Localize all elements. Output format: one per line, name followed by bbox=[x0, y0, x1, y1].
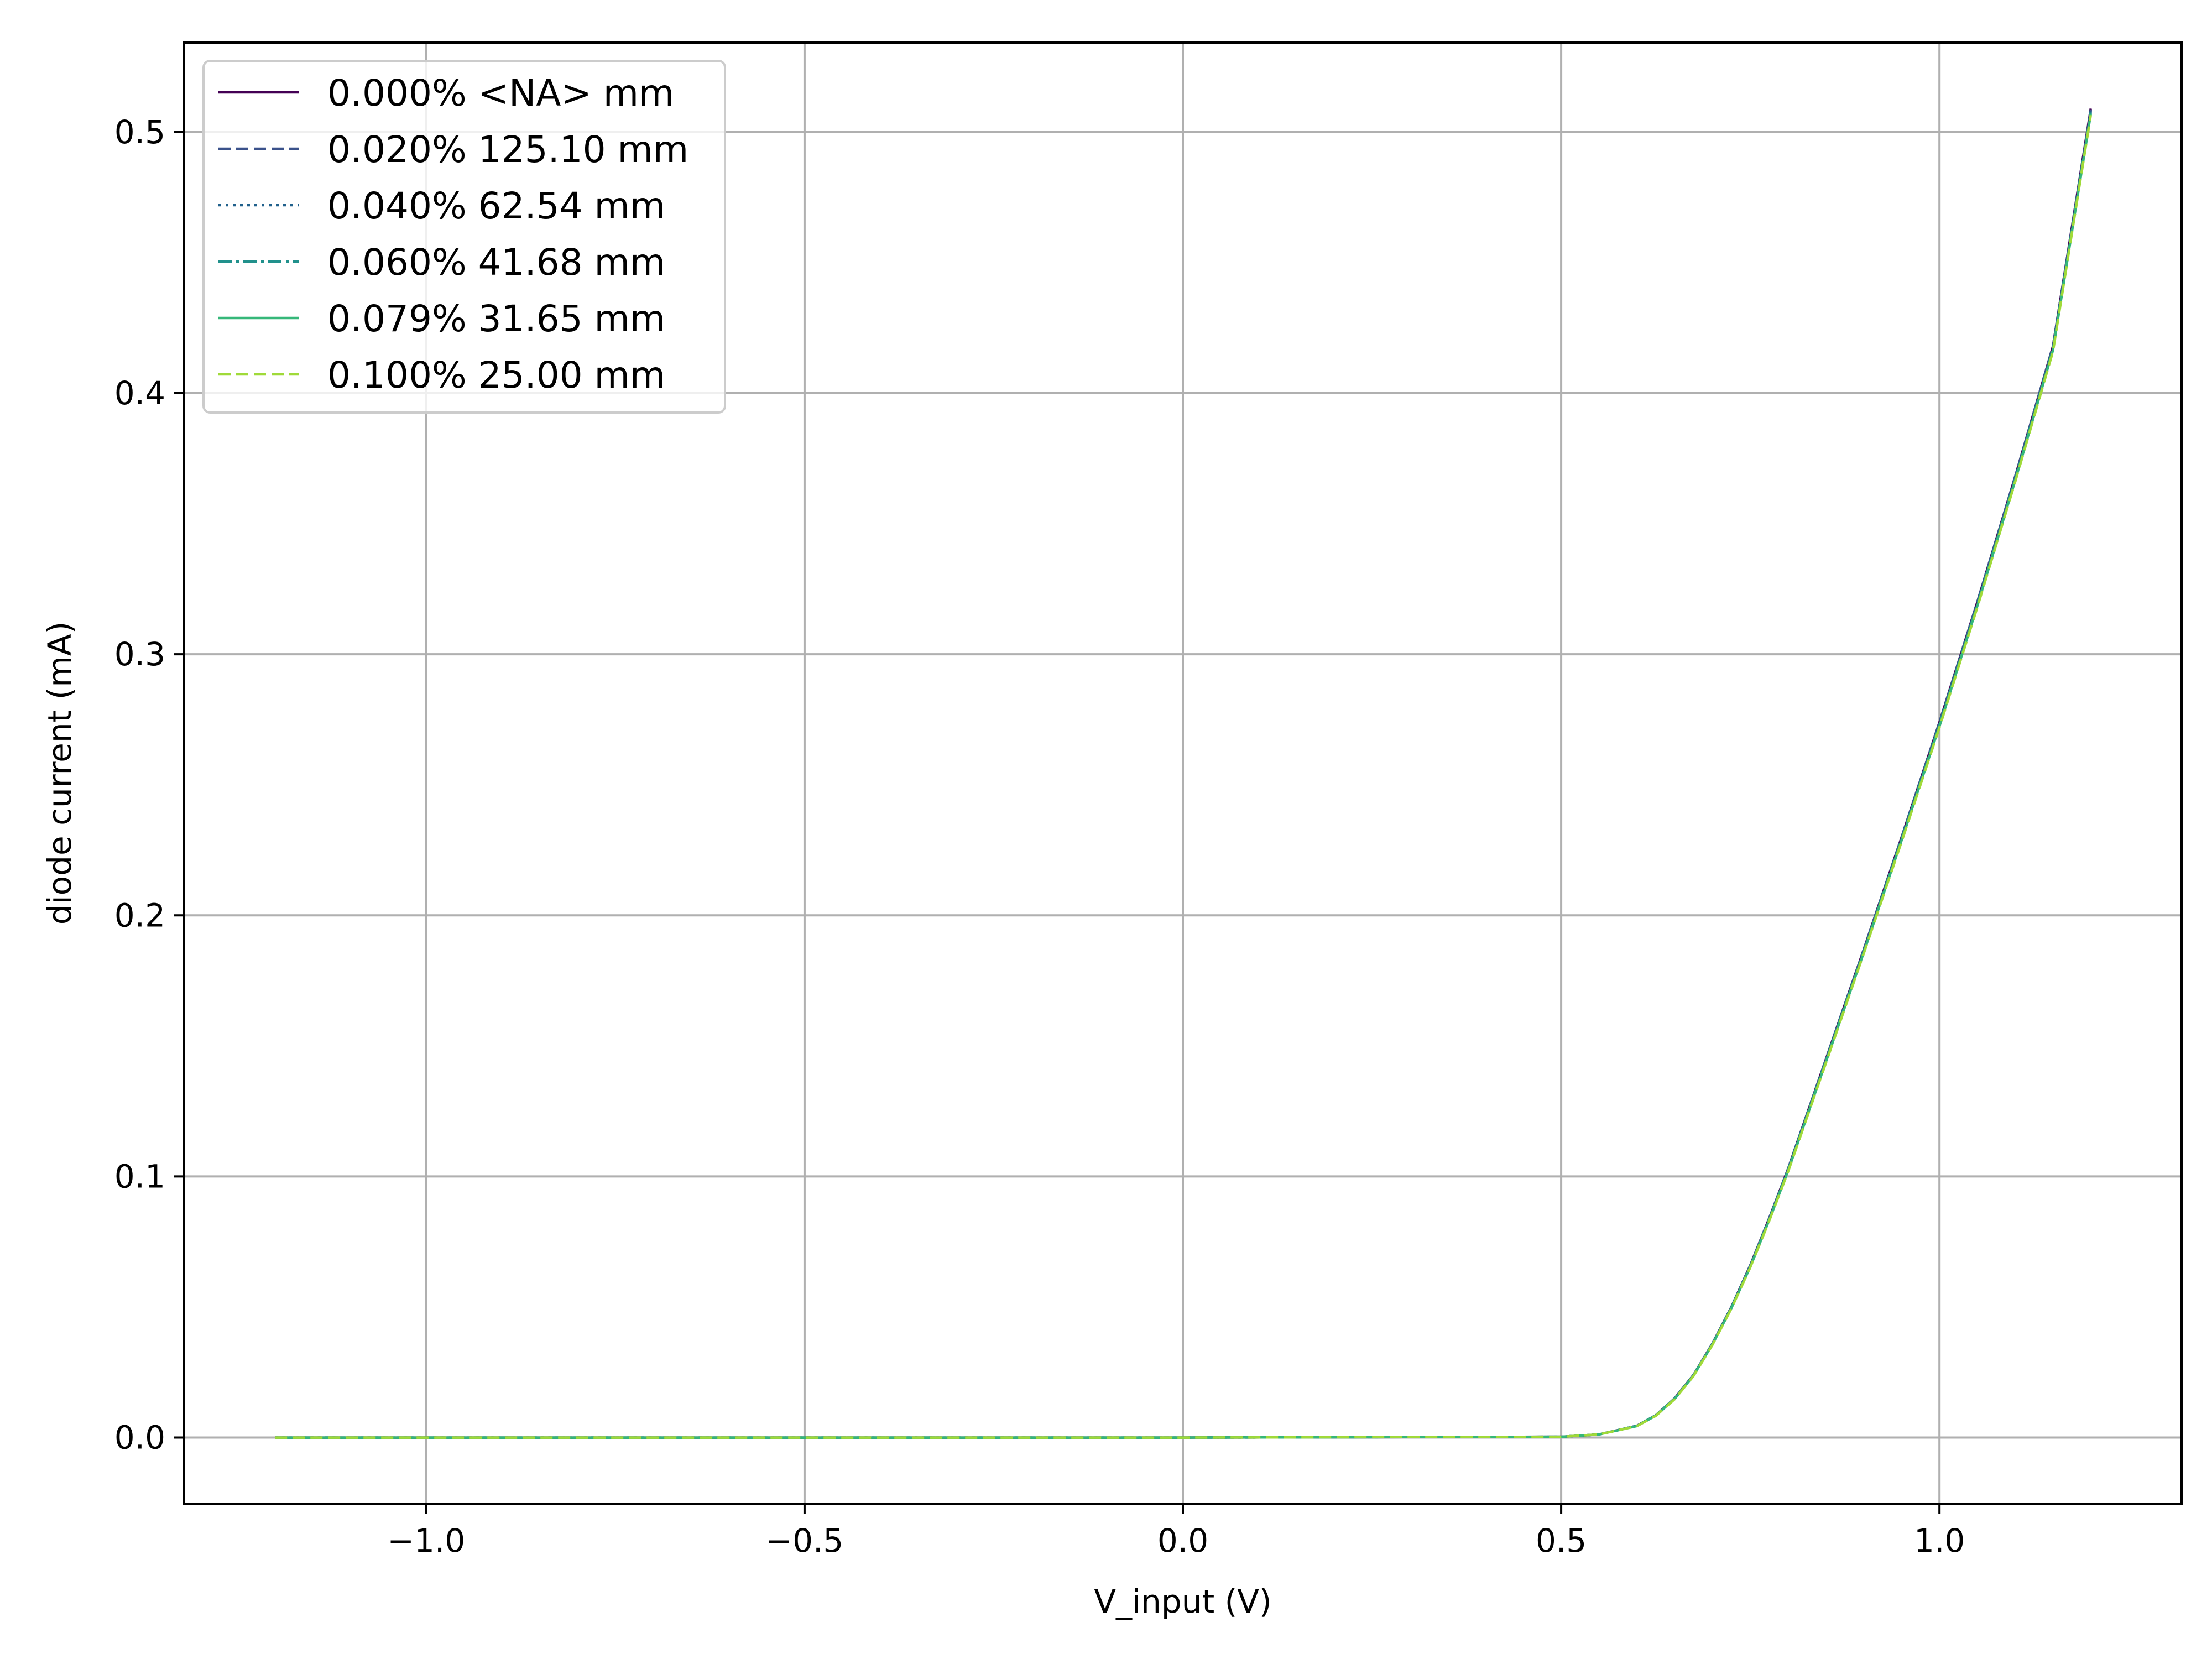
x-tick-label: 0.5 bbox=[1536, 1522, 1587, 1559]
plot-lines bbox=[275, 108, 2093, 1439]
grid bbox=[184, 43, 2182, 1504]
legend-label-2: 0.020% 125.10 mm bbox=[327, 128, 688, 171]
legend-label-3: 0.040% 62.54 mm bbox=[327, 185, 665, 227]
x-axis-label: V_input (V) bbox=[1094, 1583, 1271, 1620]
y-tick-label: 0.3 bbox=[114, 635, 165, 673]
x-tick-label: 0.0 bbox=[1157, 1522, 1208, 1559]
legend-label-5: 0.079% 31.65 mm bbox=[327, 298, 665, 340]
y-tick-label: 0.1 bbox=[114, 1157, 165, 1195]
axis-ticks: −1.0 −0.5 0.0 0.5 1.0 0.0 0.1 0.2 0.3 0.4 0.5 bbox=[114, 113, 1965, 1559]
x-tick-label: −1.0 bbox=[387, 1522, 465, 1559]
x-tick-label: −0.5 bbox=[765, 1522, 843, 1559]
legend-label-1: 0.000% <NA> mm bbox=[327, 72, 674, 114]
legend: 0.000% <NA> mm 0.020% 125.10 mm 0.040% 62.… bbox=[202, 60, 726, 414]
y-axis-label: diode current (mA) bbox=[41, 622, 79, 925]
legend-label-6: 0.100% 25.00 mm bbox=[327, 354, 665, 397]
y-tick-label: 0.4 bbox=[114, 374, 165, 412]
y-tick-label: 0.5 bbox=[114, 113, 165, 151]
legend-box bbox=[202, 60, 726, 414]
x-tick-label: 1.0 bbox=[1914, 1522, 1965, 1559]
series-line-6 bbox=[275, 114, 2093, 1439]
legend-label-4: 0.060% 41.68 mm bbox=[327, 241, 665, 284]
y-tick-label: 0.0 bbox=[114, 1419, 165, 1457]
y-tick-label: 0.2 bbox=[114, 896, 165, 934]
